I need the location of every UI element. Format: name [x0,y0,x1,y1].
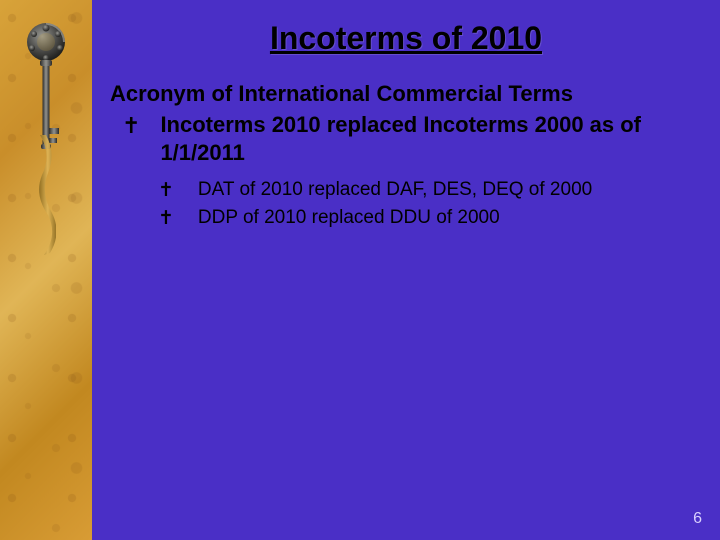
bullet-text: DDP of 2010 replaced DDU of 2000 [198,206,500,230]
bullet-level2: ✝ DDP of 2010 replaced DDU of 2000 [158,206,702,230]
dagger-icon: ✝ [158,179,174,202]
slide-content: Incoterms of 2010 Acronym of Internation… [92,0,720,540]
slide: Incoterms of 2010 Acronym of Internation… [0,0,720,540]
bullet-level1: ✝ Incoterms 2010 replaced Incoterms 2000… [122,111,702,166]
ribbon-icon [38,135,56,255]
bullet-level2: ✝ DAT of 2010 replaced DAF, DES, DEQ of … [158,178,702,202]
dagger-icon: ✝ [158,207,174,230]
slide-subtitle: Acronym of International Commercial Term… [110,81,702,107]
bullet-text: DAT of 2010 replaced DAF, DES, DEQ of 20… [198,178,592,202]
sidebar-gold-panel [0,0,92,540]
dagger-icon: ✝ [122,113,140,139]
slide-title: Incoterms of 2010 [110,20,702,57]
page-number: 6 [693,510,702,528]
bullet-text: Incoterms 2010 replaced Incoterms 2000 a… [160,111,702,166]
